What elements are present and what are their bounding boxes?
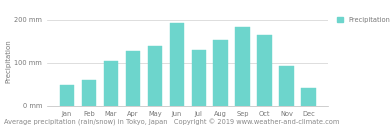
Bar bbox=[235, 27, 250, 106]
Bar bbox=[213, 40, 228, 106]
Bar bbox=[301, 88, 316, 106]
Legend: Precipitation: Precipitation bbox=[335, 14, 391, 26]
Bar bbox=[147, 46, 162, 106]
Bar bbox=[82, 80, 96, 106]
Bar bbox=[257, 35, 272, 106]
Bar bbox=[60, 85, 74, 106]
Bar bbox=[192, 50, 206, 106]
Text: Average precipitation (rain/snow) in Tokyo, Japan   Copyright © 2019 www.weather: Average precipitation (rain/snow) in Tok… bbox=[4, 119, 340, 126]
Bar bbox=[104, 62, 118, 106]
Bar bbox=[170, 23, 184, 106]
Bar bbox=[280, 66, 294, 106]
Bar bbox=[126, 51, 140, 106]
Y-axis label: Precipitation: Precipitation bbox=[5, 39, 11, 83]
